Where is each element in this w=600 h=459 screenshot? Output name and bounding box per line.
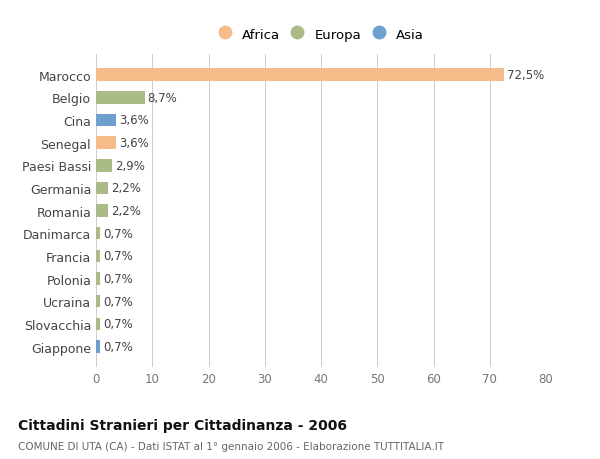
Bar [96, 69, 504, 82]
Text: 8,7%: 8,7% [148, 92, 178, 105]
Text: 3,6%: 3,6% [119, 137, 149, 150]
Bar [96, 92, 145, 104]
Text: 3,6%: 3,6% [119, 114, 149, 127]
Legend: Africa, Europa, Asia: Africa, Europa, Asia [214, 24, 428, 45]
Bar [96, 250, 100, 263]
Text: 0,7%: 0,7% [103, 273, 133, 285]
Text: 72,5%: 72,5% [506, 69, 544, 82]
Bar [96, 114, 116, 127]
Bar [96, 137, 116, 150]
Bar [96, 205, 109, 218]
Bar [96, 160, 112, 172]
Text: 0,7%: 0,7% [103, 250, 133, 263]
Bar [96, 318, 100, 330]
Bar [96, 341, 100, 353]
Bar [96, 228, 100, 240]
Text: 0,7%: 0,7% [103, 340, 133, 353]
Text: 2,2%: 2,2% [111, 182, 141, 195]
Bar [96, 182, 109, 195]
Text: Cittadini Stranieri per Cittadinanza - 2006: Cittadini Stranieri per Cittadinanza - 2… [18, 418, 347, 431]
Text: 0,7%: 0,7% [103, 295, 133, 308]
Bar [96, 273, 100, 285]
Text: COMUNE DI UTA (CA) - Dati ISTAT al 1° gennaio 2006 - Elaborazione TUTTITALIA.IT: COMUNE DI UTA (CA) - Dati ISTAT al 1° ge… [18, 441, 444, 451]
Text: 0,7%: 0,7% [103, 227, 133, 240]
Bar [96, 295, 100, 308]
Text: 2,2%: 2,2% [111, 205, 141, 218]
Text: 2,9%: 2,9% [115, 159, 145, 173]
Text: 0,7%: 0,7% [103, 318, 133, 330]
